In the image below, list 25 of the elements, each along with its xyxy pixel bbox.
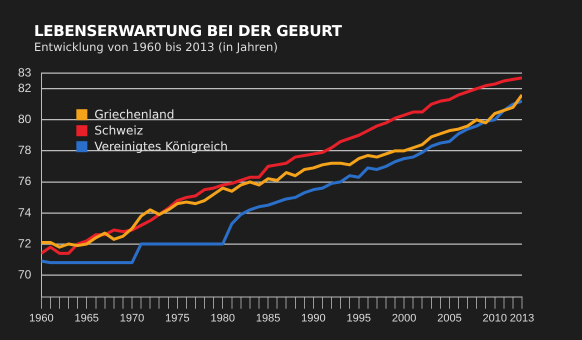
x-tick-label: 1975 — [165, 312, 190, 324]
x-tick-label: 2005 — [437, 312, 462, 324]
x-tick-label: 1995 — [346, 312, 371, 324]
x-tick-label: 1980 — [210, 312, 235, 324]
x-tick-label: 2013 — [510, 312, 534, 324]
y-tick-label: 72 — [18, 236, 32, 250]
x-tick-label: 1990 — [301, 312, 326, 324]
y-tick-label: 74 — [18, 205, 32, 220]
x-tick-label: 1985 — [256, 312, 280, 324]
x-tick-label: 1960 — [29, 312, 54, 324]
x-tick-label: 2000 — [392, 312, 416, 324]
x-tick-label: 2010 — [482, 312, 508, 324]
legend-label: Schweiz — [94, 123, 144, 138]
y-tick-label: 78 — [18, 143, 32, 158]
y-tick-label: 83 — [18, 66, 32, 80]
x-tick-label: 1970 — [120, 312, 144, 324]
y-tick-label: 80 — [18, 112, 32, 126]
legend-label: Griechenland — [94, 107, 174, 122]
chart-title: LEBENSERWARTUNG BEI DER GEBURT — [34, 22, 342, 40]
y-tick-label: 76 — [18, 174, 32, 188]
x-tick-label: 1965 — [74, 312, 99, 324]
legend-label: Vereinigtes Königreich — [94, 139, 228, 154]
y-tick-label: 70 — [18, 267, 32, 282]
y-tick-label: 82 — [18, 81, 32, 96]
chart-subtitle: Entwicklung von 1960 bis 2013 (in Jahren) — [34, 40, 278, 54]
